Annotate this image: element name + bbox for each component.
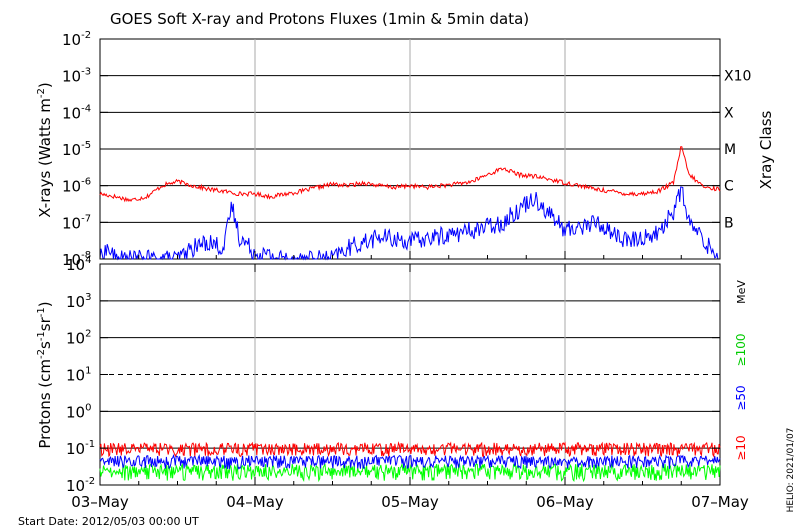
x-tick-label: 07–May: [691, 493, 749, 511]
proton-y-axis-label: Protons (cm-2s-1sr-1): [36, 301, 54, 448]
proton-y-tick-label: 102: [66, 329, 91, 348]
proton-series: [99, 441, 721, 483]
xray-class-label-x10: X10: [724, 69, 751, 85]
xray-y-tick-label: 10-4: [62, 103, 91, 122]
xray-y-axis-label: X-rays (Watts m-2): [36, 82, 54, 217]
xray-y-tick-label: 10-5: [62, 140, 91, 159]
proton-unit-label: MeV: [735, 280, 748, 304]
xray-y-tick-label: 10-6: [62, 177, 91, 196]
start-date: Start Date: 2012/05/03 00:00 UT: [18, 515, 199, 528]
proton-series-line-1: [99, 454, 721, 471]
xray-panel: 10-8 10-7 10-6 10-5 10-4 10-3 10-2 X10 X M C B X-r…: [36, 30, 775, 269]
xray-class-axis-label: Xray Class: [757, 110, 775, 189]
legend-10mev: ≥10: [734, 435, 748, 460]
proton-y-ticks: 10-2 10-1 100 101 102 103 104: [66, 255, 720, 495]
proton-y-tick-label: 10-2: [66, 476, 95, 495]
xray-class-label-m: M: [724, 142, 736, 158]
xray-grid: [100, 39, 720, 259]
xray-class-label-c: C: [724, 179, 734, 195]
proton-y-tick-label: 101: [66, 366, 91, 385]
xray-y-tick-label: 10-2: [62, 30, 91, 49]
xray-class-labels: X10 X M C B: [724, 69, 751, 232]
proton-series-line-2: [99, 441, 721, 458]
xray-class-label-x: X: [724, 105, 734, 121]
x-tick-label: 03–May: [71, 493, 129, 511]
xray-y-ticks: 10-8 10-7 10-6 10-5 10-4 10-3 10-2: [62, 30, 720, 269]
proton-y-tick-label: 100: [66, 402, 91, 421]
proton-y-tick-label: 10-1: [66, 439, 95, 458]
xray-y-tick-label: 10-7: [62, 213, 91, 232]
proton-grid: [100, 264, 720, 485]
credit-label: HELIO: 2021/01/07: [786, 428, 796, 513]
proton-y-tick-label: 103: [66, 292, 91, 311]
xray-y-tick-label: 10-8: [62, 250, 91, 269]
x-tick-label: 04–May: [226, 493, 284, 511]
x-tick-label: 05–May: [381, 493, 439, 511]
xray-series-line-short: [99, 186, 720, 261]
legend-100mev: ≥100: [734, 334, 748, 367]
xray-y-tick-label: 10-3: [62, 67, 91, 86]
xray-class-label-b: B: [724, 215, 734, 231]
proton-panel: 10-2 10-1 100 101 102 103 104 Protons (cm-2s-1…: [36, 255, 748, 495]
xray-series-line-long: [99, 146, 721, 203]
x-tick-label: 06–May: [536, 493, 594, 511]
proton-series-line-0: [99, 462, 721, 483]
x-axis-ticks: 03–May 04–May 05–May 06–May 07–May: [71, 251, 749, 511]
proton-y-tick-label: 104: [66, 255, 91, 274]
legend-50mev: ≥50: [734, 385, 748, 410]
chart-title: GOES Soft X-ray and Protons Fluxes (1min…: [110, 10, 529, 28]
xray-series: [99, 146, 721, 261]
